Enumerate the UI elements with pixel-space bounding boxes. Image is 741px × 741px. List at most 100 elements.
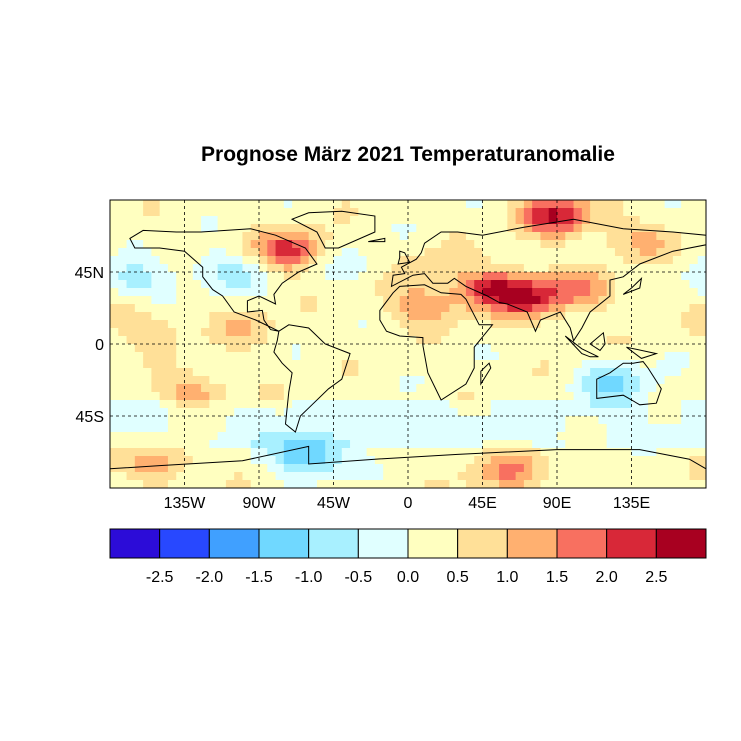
anomaly-cell [110,320,119,329]
anomaly-cell [234,304,243,313]
anomaly-cell [590,360,599,369]
anomaly-cell [391,240,401,249]
anomaly-cell [209,248,219,257]
anomaly-cell [457,384,467,393]
anomaly-cell [267,472,276,481]
anomaly-cell [449,408,459,417]
anomaly-cell [689,200,699,209]
anomaly-cell [465,432,475,441]
anomaly-cell [242,344,252,353]
anomaly-cell [259,208,268,217]
anomaly-cell [391,400,401,409]
anomaly-cell [167,392,177,401]
anomaly-cell [499,248,508,257]
anomaly-cell [631,296,641,305]
anomaly-cell [648,264,657,273]
anomaly-cell [548,424,558,433]
anomaly-cell [606,360,616,369]
anomaly-cell [374,288,384,297]
anomaly-cell [366,376,376,385]
anomaly-cell [408,408,417,417]
anomaly-cell [383,424,392,433]
anomaly-cell [275,424,285,433]
anomaly-cell [664,416,674,425]
anomaly-cell [333,328,343,337]
anomaly-cell [648,376,657,385]
anomaly-cell [639,480,649,489]
anomaly-cell [134,360,144,369]
anomaly-cell [300,336,310,345]
anomaly-cell [523,352,533,361]
anomaly-cell [333,216,343,225]
anomaly-cell [242,280,252,289]
anomaly-cell [192,224,202,233]
anomaly-cell [325,360,334,369]
anomaly-cell [399,296,409,305]
anomaly-cell [598,344,608,353]
anomaly-cell [540,376,550,385]
anomaly-cell [581,472,591,481]
anomaly-cell [184,216,194,225]
anomaly-cell [300,312,310,321]
anomaly-cell [598,424,608,433]
anomaly-cell [548,288,558,297]
anomaly-cell [308,480,318,489]
anomaly-cell [507,240,517,249]
anomaly-cell [374,264,384,273]
anomaly-cell [656,480,666,489]
anomaly-cell [540,288,550,297]
anomaly-cell [300,208,310,217]
anomaly-cell [465,400,475,409]
anomaly-cell [242,224,252,233]
anomaly-cell [192,288,202,297]
anomaly-cell [499,464,508,473]
anomaly-cell [573,280,583,289]
anomaly-cell [242,296,252,305]
anomaly-cell [234,400,243,409]
anomaly-cell [275,368,285,377]
anomaly-cell [523,368,533,377]
anomaly-cell [118,304,127,313]
anomaly-cell [391,376,401,385]
anomaly-cell [672,400,682,409]
anomaly-cell [151,480,161,489]
anomaly-cell [697,480,707,489]
anomaly-cell [333,304,343,313]
anomaly-cell [416,416,425,425]
anomaly-cell [391,424,401,433]
coastline [564,335,599,358]
colorbar-swatch [407,528,459,559]
anomaly-cell [424,240,434,249]
anomaly-cell [176,344,185,353]
anomaly-cell [631,448,641,457]
anomaly-cell [540,232,550,241]
anomaly-cell [457,400,467,409]
anomaly-cell [217,432,227,441]
anomaly-cell [300,352,310,361]
anomaly-cell [217,200,227,209]
anomaly-cell [209,352,219,361]
anomaly-cell [126,480,136,489]
anomaly-cell [548,368,558,377]
anomaly-cell [201,256,210,265]
anomaly-cell [557,208,566,217]
anomaly-cell [606,320,616,329]
anomaly-cell [681,216,690,225]
anomaly-cell [631,272,641,281]
anomaly-cell [408,360,417,369]
anomaly-cell [623,400,632,409]
anomaly-cell [515,216,525,225]
anomaly-cell [639,392,649,401]
anomaly-cell [515,336,525,345]
anomaly-cell [565,472,574,481]
anomaly-cell [557,456,566,465]
anomaly-cell [134,368,144,377]
anomaly-cell [192,424,202,433]
anomaly-cell [656,304,666,313]
anomaly-cell [192,376,202,385]
anomaly-cell [333,448,343,457]
anomaly-cell [325,440,334,449]
anomaly-cell [449,432,459,441]
